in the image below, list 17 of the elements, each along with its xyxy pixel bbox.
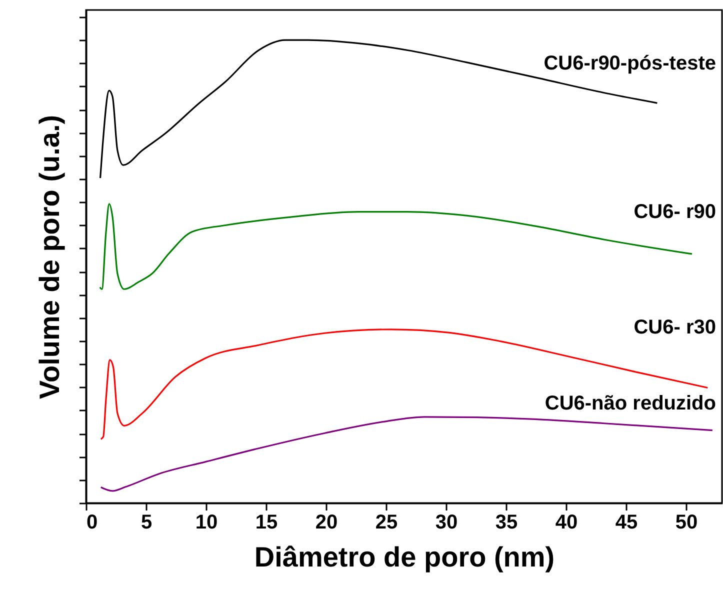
y-axis-title: Volume de poro (u.a.) <box>34 114 65 400</box>
x-tick-label: 0 <box>86 512 98 534</box>
x-tick-label: 35 <box>495 512 518 534</box>
series-label: CU6- r30 <box>634 316 716 338</box>
series-label: CU6-não reduzido <box>544 392 716 414</box>
x-tick-label: 40 <box>555 512 578 534</box>
series-label: CU6-r90-pós-teste <box>544 52 716 75</box>
series-label: CU6- r90 <box>634 201 716 224</box>
x-axis-title: Diâmetro de poro (nm) <box>254 542 555 572</box>
x-tick-label: 5 <box>140 512 152 534</box>
x-tick-label: 30 <box>435 512 458 534</box>
x-tick-label: 45 <box>615 512 638 534</box>
x-tick-label: 20 <box>315 512 338 534</box>
x-tick-label: 10 <box>195 512 218 534</box>
x-tick-label: 50 <box>675 512 698 534</box>
x-tick-label: 25 <box>375 512 398 534</box>
x-tick-label: 15 <box>255 512 278 534</box>
